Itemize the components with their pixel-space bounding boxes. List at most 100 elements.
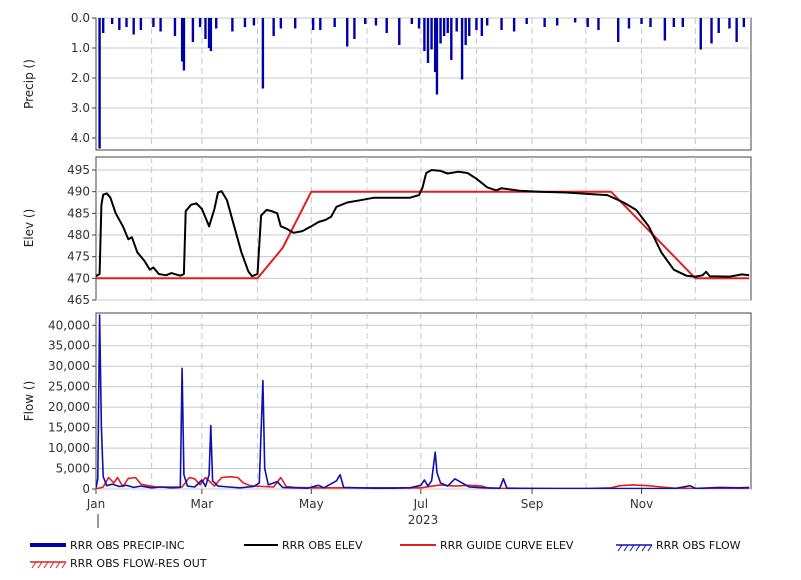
precip-bar [543, 18, 546, 27]
legend-item-precip: RRR OBS PRECIP-INC [30, 539, 185, 552]
precip-bar [699, 18, 702, 50]
y-tick-label-flow: 35,000 [48, 339, 90, 353]
legend-swatch-flow-hatch [617, 544, 653, 552]
precip-bar [98, 18, 101, 149]
legend-item-elev: RRR OBS ELEV [244, 539, 363, 552]
precip-bar [204, 18, 207, 39]
precip-bar [417, 18, 421, 29]
legend-item-flow: RRR OBS FLOW [616, 539, 741, 552]
precip-bar [649, 18, 652, 27]
precip-bar [555, 18, 559, 26]
legend-item-flow-res: RRR OBS FLOW-RES OUT [30, 557, 207, 570]
precip-bar [573, 18, 577, 23]
precip-bar [207, 18, 211, 48]
precip-axis-title: Precip () [22, 59, 36, 109]
y-tick-label-elev: 490 [67, 185, 90, 199]
precip-bar [279, 18, 283, 29]
precip-bar [125, 18, 128, 27]
precip-bar [728, 18, 731, 29]
y-tick-label-flow: 10,000 [48, 441, 90, 455]
y-tick-label-precip: 4.0 [71, 131, 90, 145]
y-tick-label-flow: 0 [82, 482, 90, 496]
flow-axis-title: Flow () [22, 381, 36, 422]
precip-bar [640, 18, 643, 24]
y-tick-label-precip: 2.0 [71, 71, 90, 85]
y-tick-label-elev: 475 [67, 250, 90, 264]
precip-bar [159, 18, 162, 32]
legend: RRR OBS PRECIP-INC RRR OBS ELEV RRR GUID… [30, 539, 741, 570]
precip-bar [430, 18, 433, 50]
y-tick-label-flow: 25,000 [48, 380, 90, 394]
y-tick-label-flow: 40,000 [48, 318, 90, 332]
tick-layer: Jan Mar May Jul Sep Nov 0.0 1.0 2.0 3.0 4.0 465 470 4… [48, 11, 653, 511]
precip-bar [215, 18, 218, 29]
precip-bar [486, 18, 489, 26]
x-tick-label: Mar [191, 497, 214, 511]
legend-label-flow: RRR OBS FLOW [656, 539, 741, 552]
precip-bar [735, 18, 738, 42]
precip-bar [110, 18, 114, 24]
precip-bar [742, 18, 746, 27]
y-tick-label-elev: 485 [67, 206, 90, 220]
precip-bar [139, 18, 143, 30]
precip-bar [132, 18, 135, 35]
precip-bar [152, 18, 155, 27]
precip-bar [512, 18, 516, 32]
precip-bar [272, 18, 275, 36]
x-tick-label: May [299, 497, 324, 511]
precip-bar [311, 18, 315, 30]
precip-bar [435, 18, 439, 95]
precip-bar [261, 18, 265, 89]
precip-bar [586, 18, 589, 27]
precip-bar [374, 18, 378, 26]
precip-bar [173, 18, 177, 36]
x-tick-label: Jan [86, 497, 106, 511]
legend-label-flow-res: RRR OBS FLOW-RES OUT [70, 557, 207, 570]
precip-bar [353, 18, 356, 39]
precip-bar [363, 18, 367, 24]
guide-curve-line [96, 190, 750, 280]
obs-flow-line [96, 314, 750, 489]
guide-curve-line-group [96, 190, 750, 280]
flow-panel-frame [95, 312, 752, 490]
grid-layer [96, 17, 751, 490]
precip-bar [101, 18, 105, 33]
legend-swatch-precip [30, 543, 66, 547]
precip-bar [410, 18, 414, 24]
precip-bar [597, 18, 600, 30]
precip-bar [243, 18, 247, 27]
precip-bar [460, 18, 464, 80]
y-tick-label-elev: 470 [67, 271, 90, 285]
precip-bar [198, 18, 202, 27]
precip-bar [468, 18, 471, 36]
precip-bar [525, 18, 528, 24]
precip-bar [209, 18, 213, 51]
legend-swatch-flow-res-hatch [31, 561, 67, 569]
y-tick-label-elev: 465 [67, 293, 90, 307]
year-label: 2023 [408, 513, 439, 527]
precip-bar [426, 18, 430, 63]
precip-bar [446, 18, 449, 33]
precip-bar [118, 18, 121, 30]
precip-bar [182, 18, 186, 71]
precip-bar [385, 18, 388, 33]
precip-bar [617, 18, 620, 42]
precip-bar [293, 18, 297, 29]
precip-bar [433, 18, 437, 72]
legend-label-elev: RRR OBS ELEV [282, 539, 363, 552]
x-tick-label: Sep [521, 497, 544, 511]
y-tick-label-precip: 1.0 [71, 41, 90, 55]
legend-item-guide: RRR GUIDE CURVE ELEV [400, 539, 574, 552]
precip-bar [442, 18, 446, 36]
precip-bar [500, 18, 503, 30]
legend-label-precip: RRR OBS PRECIP-INC [70, 539, 185, 552]
precip-bar [710, 18, 713, 44]
precip-bar [717, 18, 720, 33]
precip-bar [191, 18, 195, 42]
precip-bar [231, 18, 234, 32]
y-tick-label-elev: 495 [67, 163, 90, 177]
y-tick-label-precip: 0.0 [71, 11, 90, 25]
precip-bar [672, 18, 676, 27]
legend-label-guide: RRR GUIDE CURVE ELEV [440, 539, 574, 552]
